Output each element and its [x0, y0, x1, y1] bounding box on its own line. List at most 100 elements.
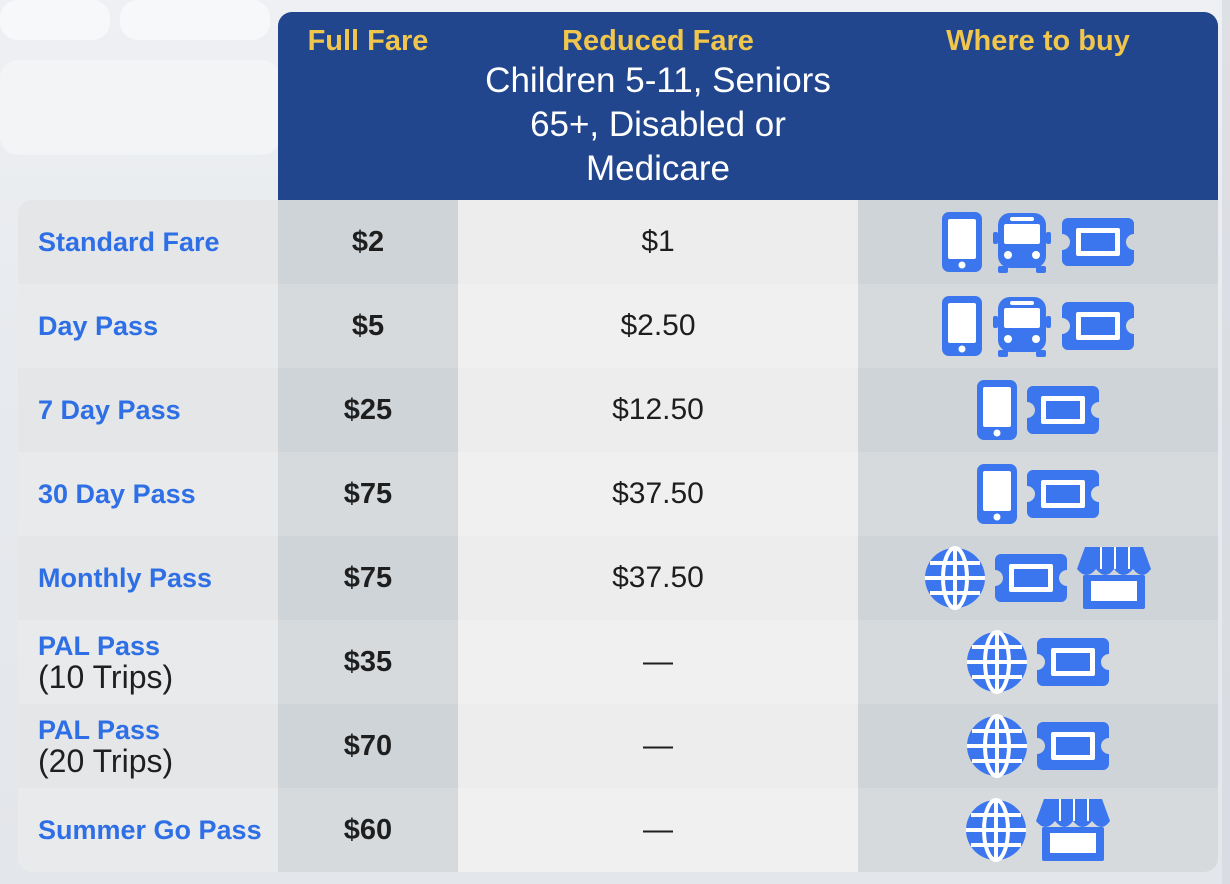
fare-type-label: Summer Go Pass: [38, 814, 262, 845]
full-fare-price: $2: [351, 225, 385, 258]
globe-icon: [923, 546, 987, 610]
fare-type-name: Standard Fare: [38, 226, 220, 257]
fare-type-cell: Day Pass: [18, 284, 278, 368]
full-fare-price: $35: [343, 645, 393, 678]
store-icon: [1034, 797, 1112, 863]
purchase-channel-icons: [940, 294, 1136, 358]
full-fare-cell: $70: [278, 704, 458, 788]
fare-type-cell: Monthly Pass: [18, 536, 278, 620]
reduced-fare-price: $37.50: [612, 477, 704, 510]
header-reduced-fare: Reduced Fare Children 5-11, Seniors 65+,…: [458, 12, 858, 191]
ticket-icon: [1035, 636, 1111, 688]
ticket-icon: [1025, 384, 1101, 436]
fare-type-label: Monthly Pass: [38, 562, 213, 593]
fare-type-label: 30 Day Pass: [38, 478, 196, 509]
phone-icon: [975, 462, 1019, 526]
reduced-fare-cell: —: [458, 788, 858, 872]
background-decoration: [0, 60, 280, 155]
reduced-fare-cell: $12.50: [458, 368, 858, 452]
reduced-fare-eligibility: Children 5-11, Seniors 65+, Disabled or …: [485, 61, 831, 188]
full-fare-price: $25: [343, 393, 393, 426]
where-to-buy-cell: [858, 788, 1218, 872]
table-row: PAL Pass (10 Trips) $35 —: [18, 620, 1218, 704]
where-to-buy-cell: [858, 704, 1218, 788]
where-to-buy-cell: [858, 536, 1218, 620]
purchase-channel-icons: [964, 797, 1112, 863]
full-fare-cell: $60: [278, 788, 458, 872]
table-row: Monthly Pass $75 $37.50: [18, 536, 1218, 620]
purchase-channel-icons: [975, 378, 1101, 442]
purchase-channel-icons: [923, 545, 1153, 611]
fare-type-name: 7 Day Pass: [38, 394, 181, 425]
purchase-channel-icons: [940, 210, 1136, 274]
where-to-buy-cell: [858, 200, 1218, 284]
reduced-fare-cell: $1: [458, 200, 858, 284]
reduced-fare-cell: $2.50: [458, 284, 858, 368]
phone-icon: [940, 210, 984, 274]
full-fare-cell: $2: [278, 200, 458, 284]
table-row: 30 Day Pass $75 $37.50: [18, 452, 1218, 536]
full-fare-cell: $75: [278, 536, 458, 620]
header-full-fare: Full Fare: [278, 12, 458, 57]
background-decoration: [0, 0, 110, 40]
table-row: Standard Fare $2 $1: [18, 200, 1218, 284]
fare-type-name: Summer Go Pass: [38, 814, 262, 845]
full-fare-cell: $25: [278, 368, 458, 452]
reduced-fare-cell: $37.50: [458, 452, 858, 536]
fare-type-label: 7 Day Pass: [38, 394, 181, 425]
full-fare-cell: $75: [278, 452, 458, 536]
background-decoration: [1222, 0, 1230, 884]
globe-icon: [964, 798, 1028, 862]
fare-type-name: Monthly Pass: [38, 562, 213, 593]
store-icon: [1075, 545, 1153, 611]
table-row: PAL Pass (20 Trips) $70 —: [18, 704, 1218, 788]
fare-type-detail: (10 Trips): [38, 658, 174, 695]
full-fare-cell: $5: [278, 284, 458, 368]
fare-type-detail: (20 Trips): [38, 742, 174, 779]
fare-type-name: PAL Pass: [38, 630, 161, 661]
where-to-buy-cell: [858, 452, 1218, 536]
reduced-fare-heading: Reduced Fare: [562, 25, 754, 57]
ticket-icon: [1060, 216, 1136, 268]
ticket-icon: [1025, 468, 1101, 520]
reduced-fare-price: $2.50: [620, 309, 696, 342]
full-fare-price: $75: [343, 561, 393, 594]
purchase-channel-icons: [965, 630, 1111, 694]
full-fare-heading: Full Fare: [307, 25, 429, 57]
ticket-icon: [993, 552, 1069, 604]
table-row: 7 Day Pass $25 $12.50: [18, 368, 1218, 452]
bus-icon: [990, 294, 1054, 358]
table-row: Summer Go Pass $60 —: [18, 788, 1218, 872]
fare-type-label: Day Pass: [38, 310, 159, 341]
phone-icon: [975, 378, 1019, 442]
fare-type-cell: Summer Go Pass: [18, 788, 278, 872]
full-fare-cell: $35: [278, 620, 458, 704]
fare-type-cell: PAL Pass (20 Trips): [18, 704, 278, 788]
full-fare-price: $70: [343, 729, 393, 762]
full-fare-price: $5: [351, 309, 385, 342]
reduced-fare-price: $1: [641, 225, 675, 258]
fare-type-name: Day Pass: [38, 310, 159, 341]
fare-type-label: Standard Fare: [38, 226, 220, 257]
full-fare-price: $60: [343, 813, 393, 846]
reduced-fare-price: —: [643, 645, 673, 678]
full-fare-price: $75: [343, 477, 393, 510]
background-decoration: [120, 0, 270, 40]
purchase-channel-icons: [975, 462, 1101, 526]
fare-type-cell: 30 Day Pass: [18, 452, 278, 536]
fare-type-cell: PAL Pass (10 Trips): [18, 620, 278, 704]
reduced-fare-price: —: [643, 813, 673, 846]
fare-type-name: 30 Day Pass: [38, 478, 196, 509]
ticket-icon: [1060, 300, 1136, 352]
globe-icon: [965, 714, 1029, 778]
where-to-buy-cell: [858, 284, 1218, 368]
fare-table: Standard Fare $2 $1 Day Pass $5 $2.50 7 Day Pa…: [18, 200, 1218, 872]
where-to-buy-heading: Where to buy: [946, 25, 1130, 57]
reduced-fare-cell: —: [458, 704, 858, 788]
purchase-channel-icons: [965, 714, 1111, 778]
reduced-fare-price: $37.50: [612, 561, 704, 594]
fare-type-cell: 7 Day Pass: [18, 368, 278, 452]
header-where-to-buy: Where to buy: [858, 12, 1218, 57]
fare-table-header: Full Fare Reduced Fare Children 5-11, Se…: [278, 12, 1218, 200]
globe-icon: [965, 630, 1029, 694]
